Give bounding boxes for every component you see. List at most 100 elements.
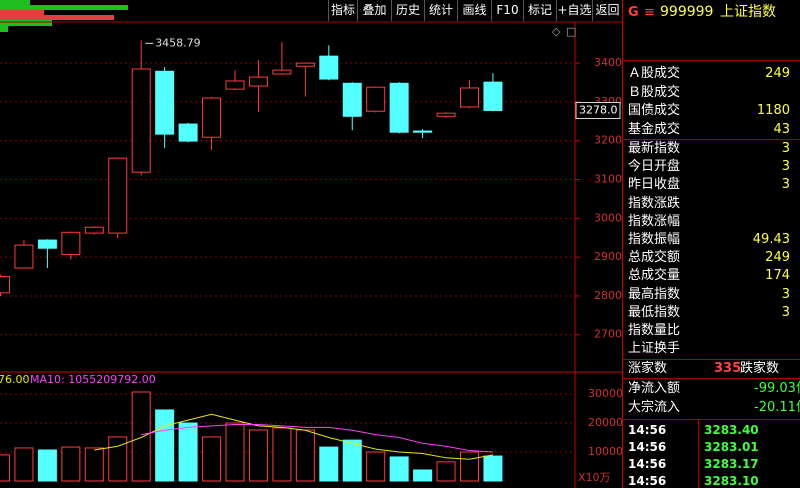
volume-bar <box>436 461 456 482</box>
tick-time: 14:56 <box>628 474 667 488</box>
row-label: 指数涨幅 <box>628 213 681 229</box>
last-price-label: 3278.0 <box>579 103 618 116</box>
flow-bar <box>0 26 8 32</box>
volume-bar <box>483 455 503 482</box>
tick-price: 3283.40 <box>704 423 759 437</box>
toolbar-button[interactable]: +自选 <box>556 0 592 21</box>
row-label: Ｂ股成交 <box>628 84 681 100</box>
row-label: 国债成交 <box>628 103 681 119</box>
ma-line <box>94 413 494 460</box>
row-label: 昨日收盘 <box>628 177 681 193</box>
volume-bar <box>178 422 198 482</box>
row-value: 249 <box>765 250 790 266</box>
row-value: 249 <box>765 66 790 81</box>
indicator-bar <box>0 15 114 20</box>
candle-body <box>389 82 409 133</box>
y-tick-label: 2800 <box>594 289 622 302</box>
volume-bar <box>108 436 128 482</box>
row-value: 3 <box>781 286 790 302</box>
panel-icon: G <box>628 5 639 20</box>
candle-body <box>366 86 386 112</box>
toolbar-button[interactable]: 统计 <box>424 0 457 21</box>
icon: ◇ <box>552 25 561 38</box>
flow-value: -20.11亿 <box>754 400 800 415</box>
stock-name: 上证指数 <box>720 4 776 20</box>
row-label: 指数量比 <box>628 323 681 338</box>
candle-body <box>0 276 10 294</box>
volume-bar <box>366 451 386 482</box>
separator <box>622 359 800 360</box>
row-label: 上证换手 <box>628 341 681 357</box>
volume-bar <box>319 446 339 482</box>
y-tick-label: 3000 <box>594 211 622 224</box>
candle-body <box>108 157 128 234</box>
y-tick-label: 30000 <box>588 387 622 400</box>
panel-menu: ≡ <box>644 5 655 20</box>
row-label: 基金成交 <box>628 122 681 138</box>
volume-bar <box>202 436 222 482</box>
tick-price: 3283.17 <box>704 457 759 471</box>
toolbar-button[interactable]: 画线 <box>457 0 491 21</box>
row-label: 最高指数 <box>628 286 681 302</box>
last-price-box <box>575 101 621 119</box>
candle-body <box>84 226 104 234</box>
candle-body <box>295 62 315 67</box>
row-label: Ａ股成交 <box>628 66 681 81</box>
volume-bar <box>460 451 479 482</box>
candle-body <box>342 82 362 117</box>
tick-price: 3283.01 <box>704 440 759 454</box>
separator <box>622 139 800 140</box>
candle-body <box>460 87 479 108</box>
toolbar-button[interactable]: 历史 <box>391 0 424 21</box>
candle-body <box>225 80 245 90</box>
volume-bar <box>61 446 81 482</box>
candle-body <box>14 244 34 269</box>
row-label: 指数振幅 <box>628 232 681 247</box>
volume-bar <box>155 409 175 482</box>
volume-bar <box>84 447 104 482</box>
separator <box>622 60 800 61</box>
legend-ma10: MA10: 1055209792.00 <box>30 373 156 386</box>
row-value: 3 <box>781 141 790 156</box>
row-value: 3 <box>781 177 790 193</box>
y-tick-label: 3200 <box>594 134 622 147</box>
indicator-bar <box>0 0 30 5</box>
row-label: 总成交量 <box>628 268 681 284</box>
candle-body <box>436 112 456 117</box>
tick-time: 14:56 <box>628 457 667 471</box>
toolbar-button[interactable]: 返回 <box>592 0 622 21</box>
volume-bar <box>413 469 433 482</box>
y-tick-label: 2900 <box>594 250 622 263</box>
row-value: 49.43 <box>752 232 790 247</box>
breadth-up-count: 335 <box>714 361 742 376</box>
volume-bar <box>295 429 315 482</box>
icon: □ <box>566 25 576 38</box>
flow-value: -99.03亿 <box>754 381 800 396</box>
candle-body <box>483 81 503 111</box>
separator <box>698 420 699 488</box>
volume-bar <box>342 439 362 482</box>
row-value: 1180 <box>756 103 790 119</box>
toolbar-button[interactable]: 指标 <box>328 0 357 21</box>
volume-bar <box>248 429 268 482</box>
tick-time: 14:56 <box>628 440 667 454</box>
legend-ma5: 76.00 <box>0 373 30 386</box>
tick-price: 3283.10 <box>704 474 759 488</box>
toolbar-button[interactable]: 叠加 <box>357 0 391 21</box>
candle-body <box>178 123 198 142</box>
row-value: 174 <box>765 268 790 284</box>
candle-body <box>248 76 268 87</box>
toolbar-button[interactable]: 标记 <box>523 0 556 21</box>
candle-body <box>272 69 292 75</box>
divider <box>622 0 623 488</box>
y-tick-label: 2700 <box>594 328 622 341</box>
high-annotation: 3458.79 <box>155 36 201 49</box>
candle-body <box>37 239 57 249</box>
candle-body <box>155 70 175 135</box>
toolbar-button[interactable]: F10 <box>491 0 523 21</box>
chart: ◇ □ 270028002900300031003200330034003458… <box>0 21 622 488</box>
row-value: 43 <box>773 122 790 138</box>
flow-label: 大宗流入 <box>628 400 681 415</box>
tick-time: 14:56 <box>628 423 667 437</box>
ma-line <box>141 423 493 453</box>
